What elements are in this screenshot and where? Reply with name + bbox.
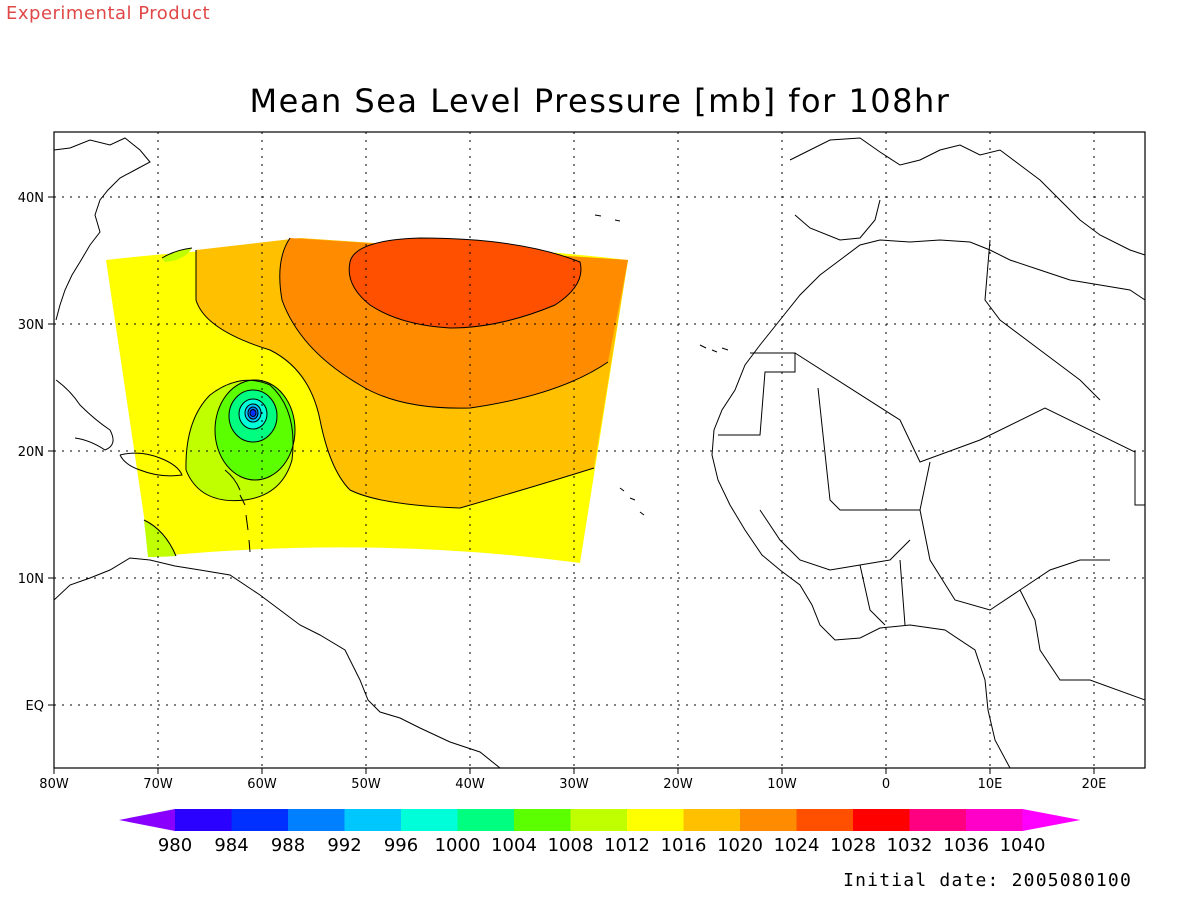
colorbar-level-label: 1040 [1000, 835, 1046, 856]
colorbar-level-label: 1000 [435, 835, 481, 856]
colorbar-level-label: 1032 [887, 835, 933, 856]
colorbar-swatch [175, 809, 232, 831]
colorbar-swatch [853, 809, 910, 831]
colorbar-level-label: 1008 [548, 835, 594, 856]
colorbar-level-label: 1028 [830, 835, 876, 856]
coast-europe [789, 137, 1145, 256]
lon-tick-label: 80W [39, 777, 69, 792]
colorbar-level-label: 1020 [717, 835, 763, 856]
lat-tick-label: 30N [18, 318, 44, 333]
country-borders [718, 239, 1145, 701]
lon-tick-label: 0 [882, 777, 890, 792]
colorbar-level-label: 1012 [604, 835, 650, 856]
colorbar-swatch [627, 809, 684, 831]
colorbar-swatch [909, 809, 967, 831]
colorbar-swatch [796, 809, 854, 831]
map-frame [53, 131, 1146, 769]
contour-fill-1024 [349, 238, 581, 328]
colorbar-level-label: 1036 [943, 835, 989, 856]
coast-south-america [54, 557, 501, 768]
colorbar-level-label: 984 [214, 835, 248, 856]
contour-fill-984 [250, 409, 256, 417]
lat-tick-label: 20N [18, 445, 44, 460]
lat-axis-labels: 40N 30N 20N 10N EQ [18, 191, 44, 714]
lon-tick-label: 50W [351, 777, 381, 792]
tick-marks [48, 196, 1095, 774]
lon-tick-label: 40W [455, 777, 485, 792]
colorbar-swatch [288, 809, 345, 831]
colorbar: 980 984 988 992 996 1000 1004 1008 1012 1016 1020 1… [119, 809, 1081, 856]
colorbar-swatch [401, 809, 458, 831]
colorbar-swatch [514, 809, 571, 831]
colorbar-swatch [683, 809, 741, 831]
lon-tick-label: 20E [1082, 777, 1107, 792]
coast-islands [594, 214, 729, 516]
grid-lines [54, 132, 1145, 768]
colorbar-level-label: 1004 [491, 835, 537, 856]
lat-tick-label: 10N [18, 572, 44, 587]
lon-tick-label: 70W [143, 777, 173, 792]
colorbar-level-label: 992 [327, 835, 361, 856]
lon-tick-label: 60W [247, 777, 277, 792]
map-title: Mean Sea Level Pressure [mb] for 108hr [249, 82, 951, 120]
pressure-field [106, 237, 628, 563]
lon-tick-label: 10W [767, 777, 797, 792]
contour-fill-1008-north [162, 248, 192, 262]
coast-caribbean [55, 379, 251, 553]
initial-date-label: Initial date: 2005080100 [843, 870, 1132, 891]
lon-tick-label: 20W [663, 777, 693, 792]
colorbar-swatch [344, 809, 402, 831]
colorbar-arrow-high [1022, 809, 1081, 831]
colorbar-level-label: 996 [384, 835, 418, 856]
lat-tick-label: EQ [26, 699, 44, 714]
experimental-product-label: Experimental Product [6, 3, 211, 24]
lat-tick-label: 40N [18, 191, 44, 206]
lon-tick-label: 10E [978, 777, 1003, 792]
colorbar-swatch [966, 809, 1023, 831]
colorbar-level-label: 1024 [774, 835, 820, 856]
colorbar-swatch [570, 809, 628, 831]
contour-lines [143, 237, 609, 557]
coastlines [54, 137, 1145, 768]
colorbar-level-label: 1016 [661, 835, 707, 856]
colorbar-swatch [740, 809, 797, 831]
coast-north-america [54, 137, 151, 321]
colorbar-level-label: 980 [158, 835, 192, 856]
colorbar-level-label: 988 [271, 835, 305, 856]
coast-africa [711, 239, 1145, 768]
lon-tick-label: 30W [559, 777, 589, 792]
colorbar-swatch [231, 809, 289, 831]
lon-axis-labels: 80W 70W 60W 50W 40W 30W 20W 10W 0 10E 20… [39, 777, 1106, 792]
colorbar-arrow-low [119, 809, 175, 831]
contour-fill-1008-south [144, 520, 176, 557]
colorbar-swatch [457, 809, 515, 831]
